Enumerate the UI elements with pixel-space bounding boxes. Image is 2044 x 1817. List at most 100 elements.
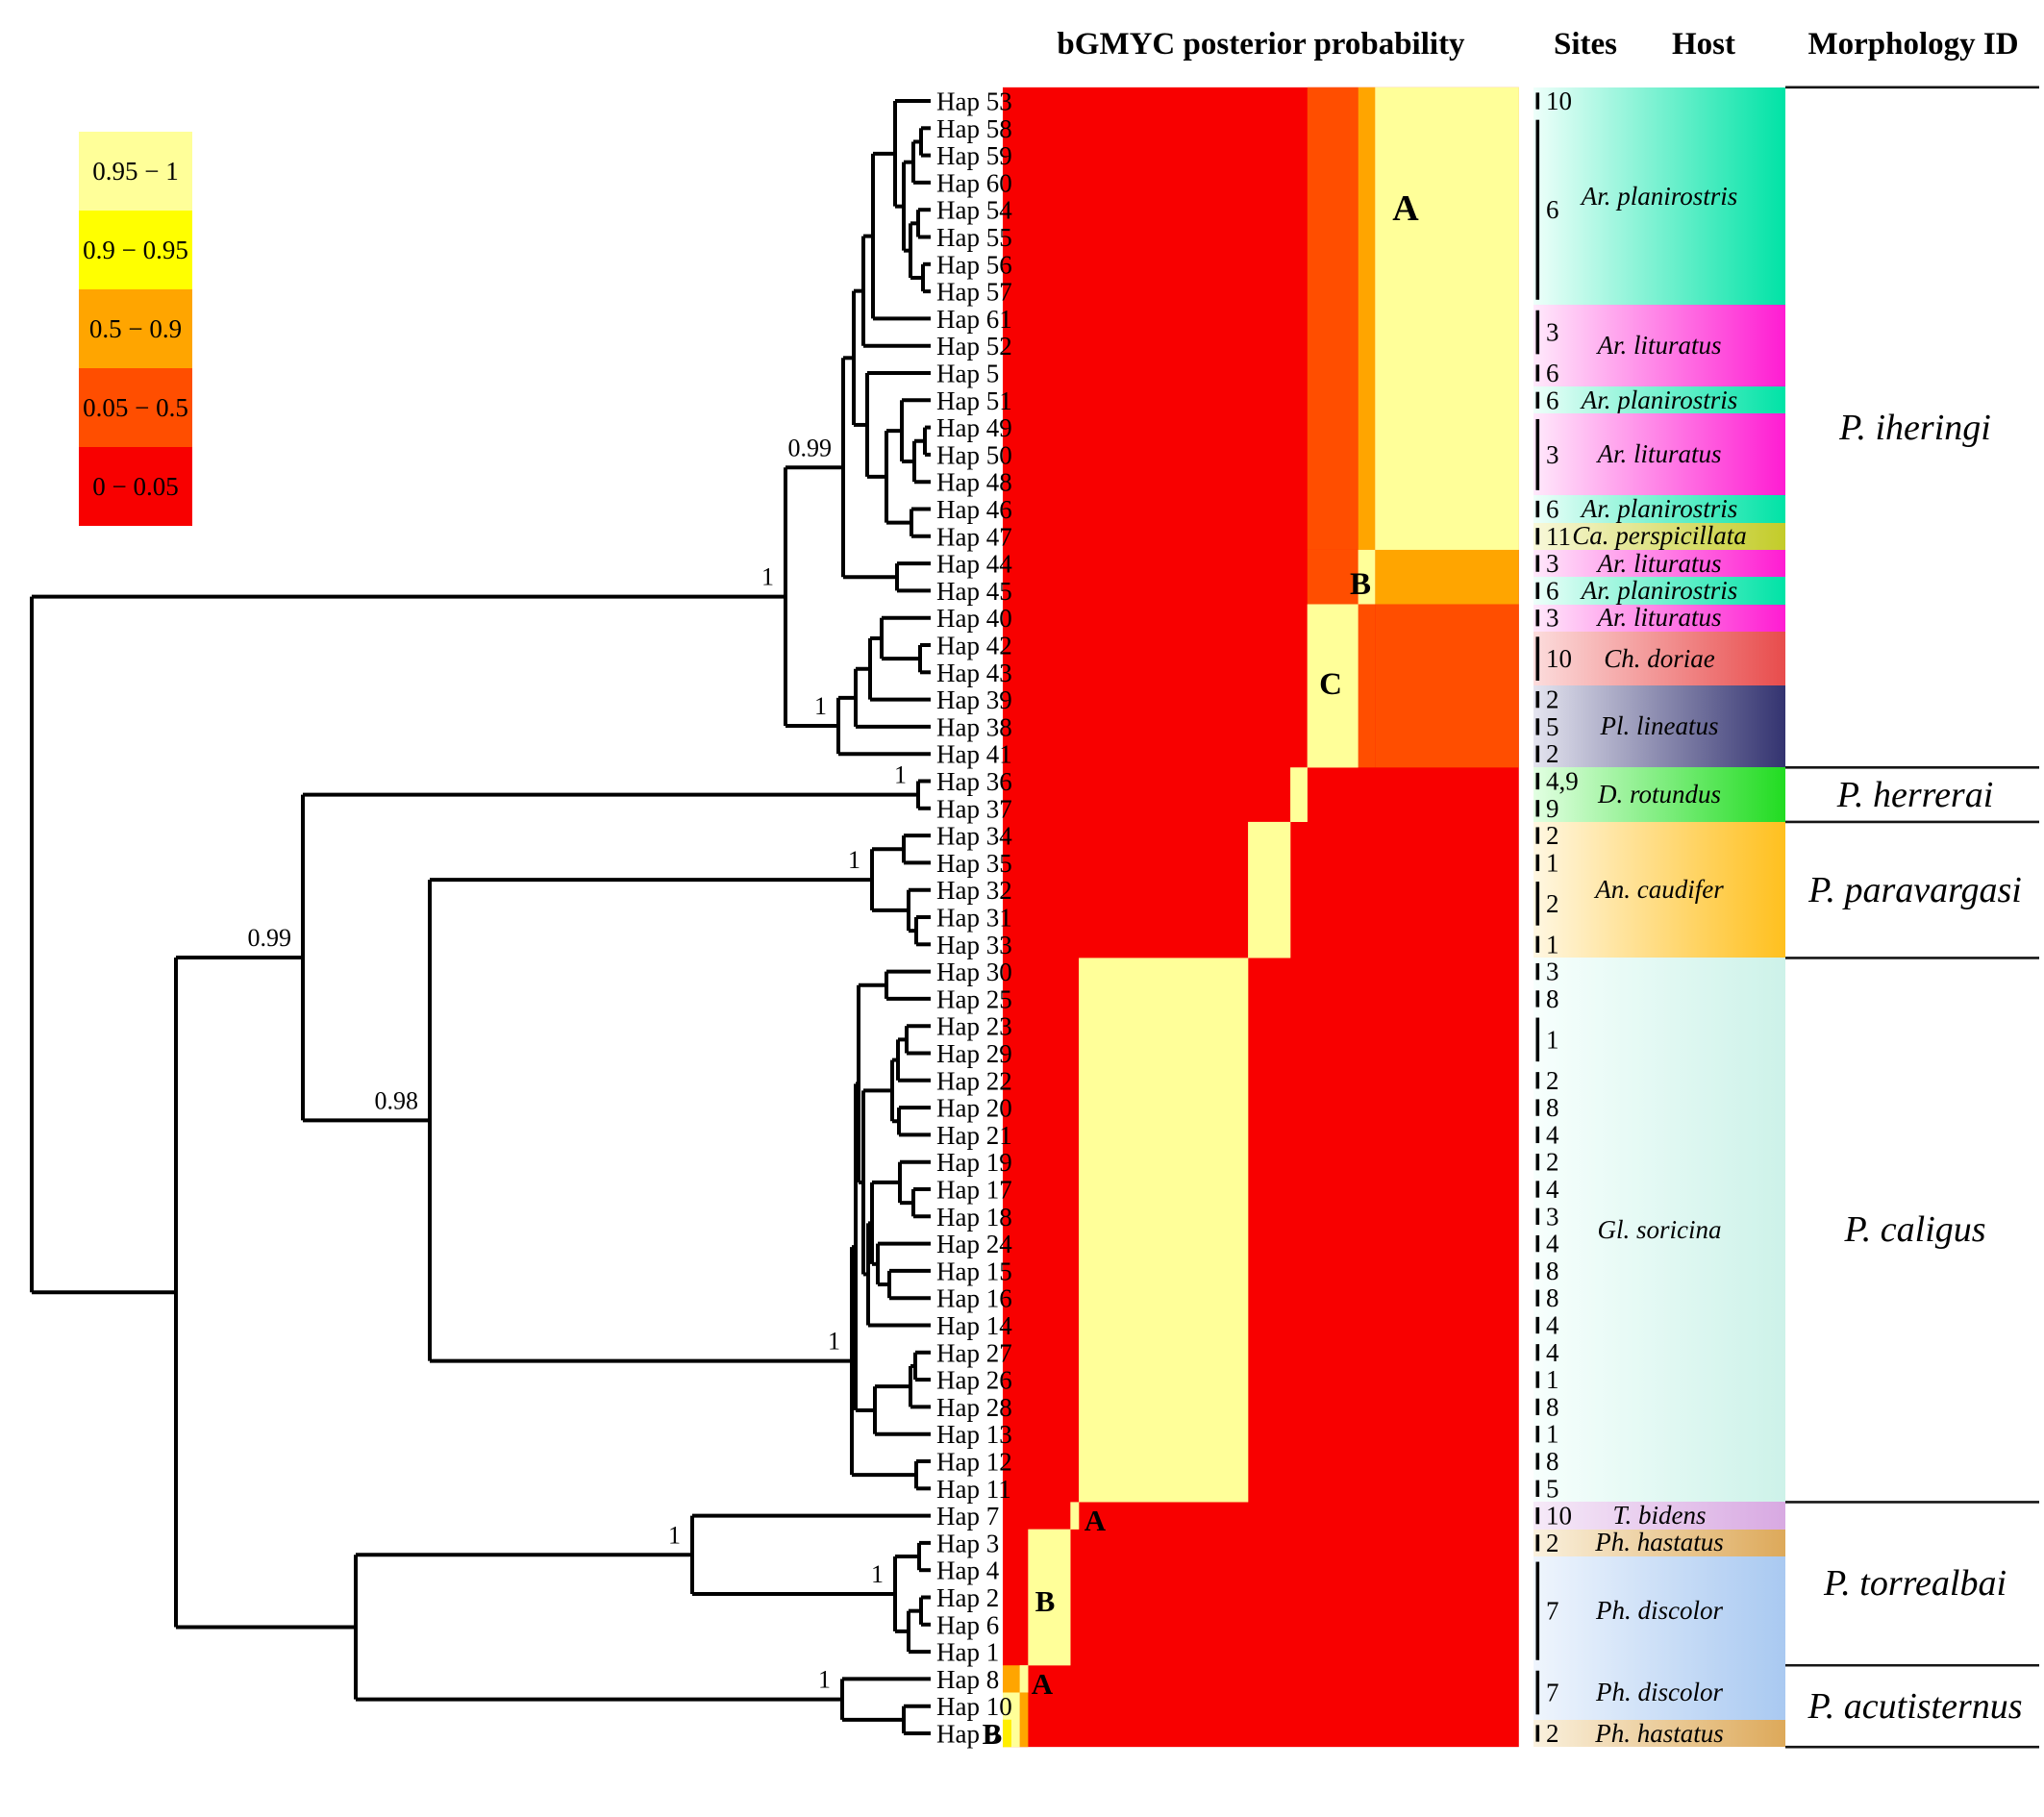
- sites-tick: [1535, 1099, 1540, 1116]
- sites-tick: [1535, 827, 1540, 844]
- tip-label: Hap 60: [936, 168, 1012, 197]
- tip-label: Hap 46: [936, 495, 1012, 524]
- sites-tick: [1535, 1017, 1540, 1062]
- sites-tick: [1535, 1534, 1540, 1552]
- sites-tick: [1535, 1072, 1540, 1089]
- heatmap-cell-block: [1019, 1665, 1029, 1693]
- sites-tick: [1535, 582, 1540, 600]
- sites-count: 4: [1546, 1120, 1559, 1149]
- cluster-letter: A: [1084, 1504, 1107, 1537]
- sites-tick: [1535, 882, 1540, 926]
- sites-tick: [1535, 772, 1540, 790]
- sites-tick: [1535, 935, 1540, 953]
- legend-item: 0.5 − 0.9: [79, 289, 192, 368]
- tip-label: Hap 39: [936, 685, 1012, 714]
- sites-count: 6: [1546, 195, 1559, 224]
- host-label: An. caudifer: [1595, 875, 1724, 905]
- heatmap-cell-block: [1375, 87, 1519, 550]
- tip-label: Hap 10: [936, 1692, 1012, 1721]
- host-band: An. caudifer: [1533, 821, 1785, 958]
- sites-count: 4: [1546, 1338, 1559, 1367]
- tip-label: Hap 4: [936, 1556, 1000, 1585]
- heatmap-cell-block: [1290, 767, 1308, 822]
- tip-label: Hap 30: [936, 958, 1012, 986]
- tip-label: Hap 11: [936, 1475, 1011, 1504]
- sites-count: 6: [1546, 386, 1559, 414]
- tip-label: Hap 7: [936, 1502, 999, 1531]
- support-value: 1: [668, 1521, 681, 1549]
- support-value: 1: [818, 1666, 831, 1694]
- sites-count: 1: [1546, 930, 1559, 958]
- tip-label: Hap 43: [936, 659, 1012, 687]
- host-label: T. bidens: [1612, 1501, 1707, 1531]
- sites-count: 3: [1546, 549, 1559, 578]
- sites-count: 1: [1546, 1025, 1559, 1054]
- sites-count: 2: [1546, 889, 1559, 918]
- sites-tick: [1535, 364, 1540, 382]
- host-label: Ph. discolor: [1596, 1596, 1723, 1626]
- sites-count: 2: [1546, 685, 1559, 714]
- sites-tick: [1535, 1181, 1540, 1198]
- morphology-label: P. caligus: [1844, 1209, 1986, 1251]
- host-band: Ph. discolor: [1533, 1665, 1785, 1720]
- heatmap-cell-block: [1070, 1502, 1080, 1530]
- tip-label: Hap 32: [936, 876, 1012, 905]
- sites-count: 3: [1546, 318, 1559, 347]
- sites-tick: [1535, 1371, 1540, 1388]
- sites-count: 10: [1546, 87, 1572, 115]
- sites-count: 4: [1546, 1230, 1559, 1258]
- heatmap-cell-block: [1003, 1719, 1011, 1748]
- tip-label: Hap 55: [936, 223, 1012, 252]
- sites-count: 4,9: [1546, 767, 1579, 796]
- host-header: Host: [1672, 27, 1735, 62]
- sites-tick: [1535, 555, 1540, 572]
- sites-count: 3: [1546, 604, 1559, 633]
- sites-count: 2: [1546, 1719, 1559, 1748]
- host-band: Ch. doriae: [1533, 631, 1785, 686]
- sites-tick: [1535, 1316, 1540, 1334]
- morphology-label: P. paravargasi: [1808, 869, 2022, 910]
- tip-label: Hap 47: [936, 522, 1012, 551]
- tip-label: Hap 19: [936, 1148, 1012, 1177]
- host-band: Ph. discolor: [1533, 1556, 1785, 1666]
- sites-tick: [1535, 1670, 1540, 1715]
- sites-header: Sites: [1554, 27, 1617, 62]
- tip-label: Hap 54: [936, 196, 1012, 225]
- sites-tick: [1535, 1234, 1540, 1253]
- host-label: Ar. lituratus: [1597, 603, 1722, 633]
- tip-label: Hap 53: [936, 87, 1012, 116]
- sites-count: 3: [1546, 1202, 1559, 1231]
- heatmap-cell-block: [1028, 1529, 1071, 1666]
- sites-tick: [1535, 418, 1540, 490]
- sites-count: 7: [1546, 1679, 1559, 1707]
- heatmap-cell-block: [1248, 821, 1291, 958]
- tip-label: Hap 27: [936, 1338, 1012, 1367]
- support-value: 0.99: [788, 434, 833, 461]
- sites-count: 11: [1546, 522, 1571, 551]
- host-label: Ca. perspicillata: [1572, 521, 1747, 551]
- host-band: D. rotundus: [1533, 767, 1785, 822]
- host-label: Ar. lituratus: [1597, 548, 1722, 578]
- host-band: Ar. planirostris: [1533, 87, 1785, 306]
- host-label: Ph. hastatus: [1595, 1528, 1724, 1557]
- tip-label: Hap 25: [936, 984, 1012, 1013]
- tip-label: Hap 56: [936, 250, 1012, 279]
- tip-label: Hap 36: [936, 767, 1012, 796]
- tip-label: Hap 26: [936, 1366, 1012, 1395]
- tip-label: Hap 31: [936, 904, 1012, 933]
- sites-tick: [1535, 1506, 1540, 1525]
- sites-tick: [1535, 990, 1540, 1008]
- heatmap-cell-block: [1358, 604, 1376, 768]
- sites-tick: [1535, 1480, 1540, 1497]
- sites-tick: [1535, 690, 1540, 709]
- heatmap-cell-block: [1358, 549, 1376, 605]
- support-value: 0.99: [248, 924, 292, 952]
- tip-label: Hap 1: [936, 1638, 999, 1667]
- heatmap-cell-block: [1307, 604, 1359, 768]
- host-label: Ch. doriae: [1604, 643, 1715, 673]
- sites-count: 8: [1546, 984, 1559, 1013]
- tip-label: Hap 35: [936, 849, 1012, 878]
- host-label: Gl. soricina: [1597, 1214, 1722, 1244]
